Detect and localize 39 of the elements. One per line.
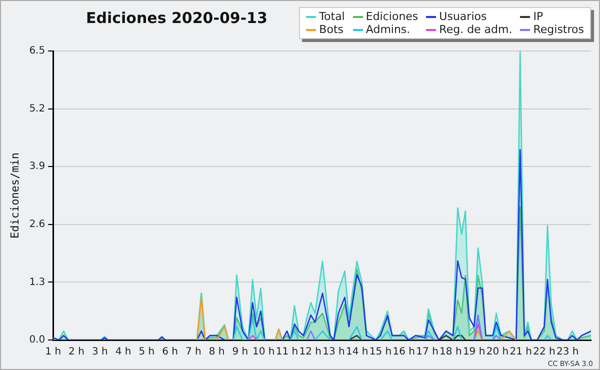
x-tick-label: 6 h bbox=[162, 346, 178, 358]
legend-label: Total bbox=[319, 10, 345, 23]
x-tick-label: 7 h bbox=[185, 346, 202, 358]
x-tick-label: 5 h bbox=[138, 346, 155, 358]
x-tick-label: 2 h bbox=[68, 346, 84, 358]
x-tick-label: 4 h bbox=[115, 346, 132, 358]
x-tick-label: 10 h bbox=[252, 346, 275, 358]
y-axis-title: Ediciones/min bbox=[8, 152, 22, 239]
x-tick-label: 22 h bbox=[533, 346, 556, 358]
y-tick-label: 6.5 bbox=[29, 46, 46, 57]
x-tick-label: 12 h bbox=[299, 346, 322, 358]
x-tick-label: 18 h bbox=[440, 346, 462, 358]
x-tick-label: 17 h bbox=[416, 346, 438, 358]
y-tick-label: 3.9 bbox=[29, 161, 46, 172]
legend-label: Bots bbox=[319, 23, 344, 36]
chart-title: Ediciones 2020-09-13 bbox=[86, 9, 268, 27]
x-tick-label: 1 h bbox=[45, 346, 62, 358]
x-tick-label: 23 h bbox=[556, 346, 579, 358]
legend-label: Admins. bbox=[366, 23, 410, 36]
y-tick-label: 5.2 bbox=[29, 103, 46, 114]
x-tick-label: 19 h bbox=[462, 346, 486, 358]
x-tick-label: 13 h bbox=[322, 346, 345, 358]
x-tick-label: 9 h bbox=[232, 346, 248, 358]
x-tick-label: 11 h bbox=[276, 346, 298, 358]
legend-label: IP bbox=[533, 10, 544, 23]
x-tick-label: 20 h bbox=[486, 346, 509, 358]
legend-label: Usuarios bbox=[439, 10, 487, 23]
legend-label: Registros bbox=[533, 23, 584, 36]
x-tick-label: 16 h bbox=[392, 346, 416, 358]
x-tick-label: 14 h bbox=[346, 346, 368, 358]
y-tick-label: 1.3 bbox=[29, 276, 46, 288]
x-tick-label: 8 h bbox=[208, 346, 225, 358]
y-tick-label: 0.0 bbox=[29, 334, 46, 346]
x-tick-label: 21 h bbox=[510, 346, 532, 358]
x-tick-label: 15 h bbox=[369, 346, 392, 358]
legend-label: Reg. de adm. bbox=[439, 23, 512, 36]
y-tick-label: 2.6 bbox=[29, 218, 46, 230]
legend-label: Ediciones bbox=[366, 10, 418, 23]
x-tick-label: 3 h bbox=[92, 346, 108, 358]
